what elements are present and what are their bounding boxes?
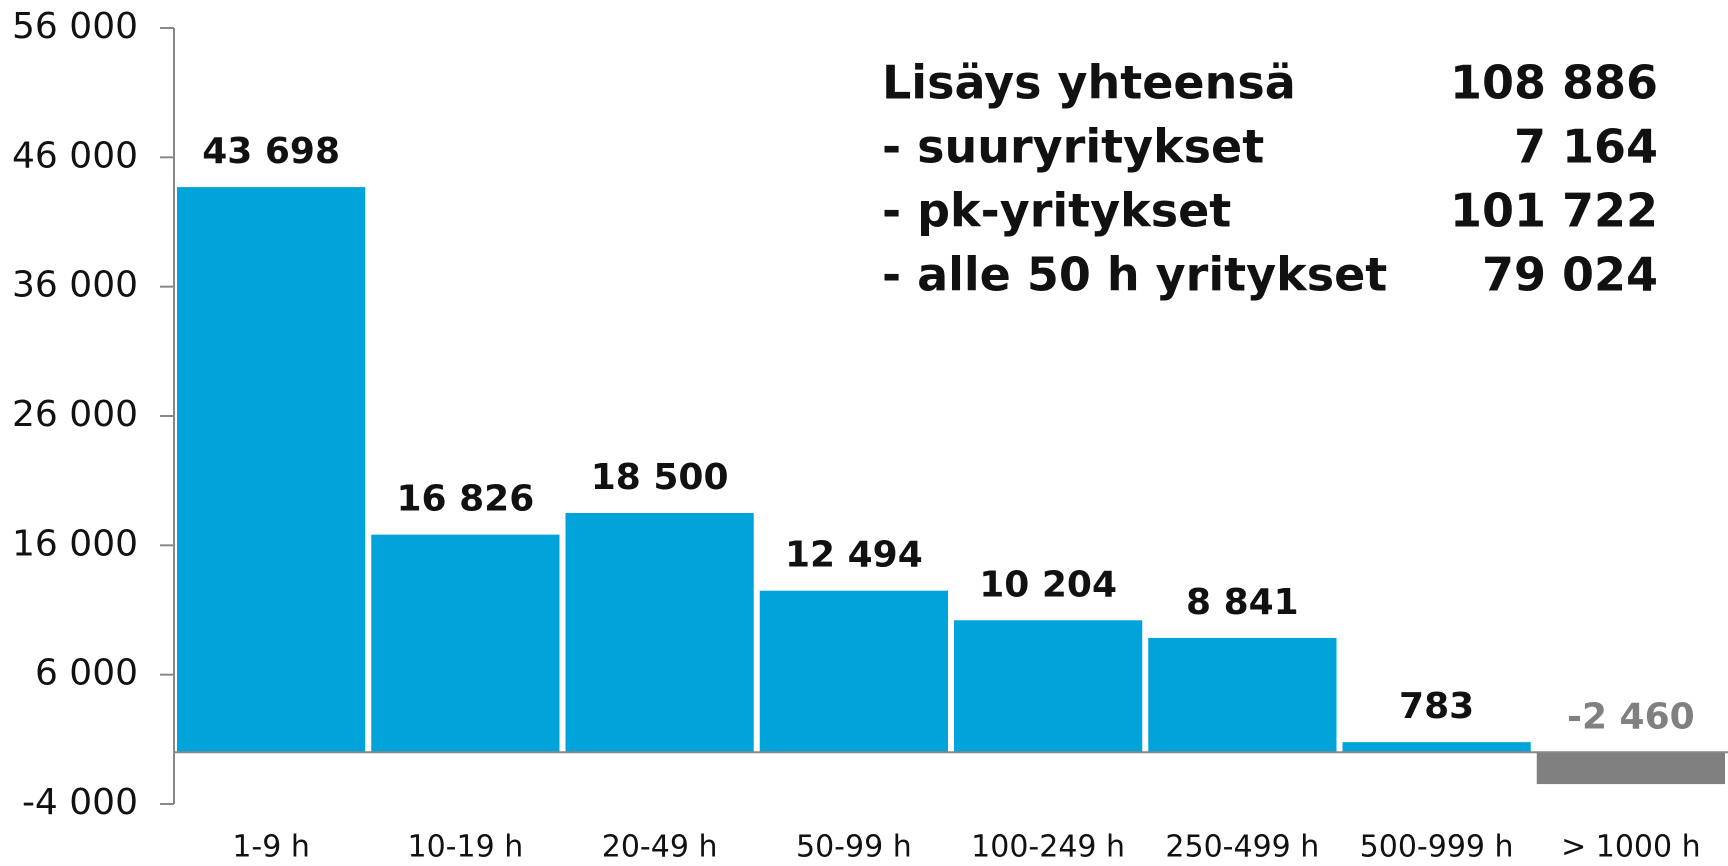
summary-value: 108 886 [1450, 56, 1658, 110]
bar [1148, 637, 1337, 753]
y-tick-label: 26 000 [12, 394, 138, 435]
bar [371, 534, 560, 753]
summary-value: 7 164 [1514, 120, 1658, 174]
y-tick-label: -4 000 [22, 782, 138, 823]
value-label: 43 698 [202, 131, 340, 172]
value-label: -2 460 [1567, 696, 1695, 737]
bar [565, 513, 754, 753]
y-tick-label: 16 000 [12, 523, 138, 564]
bar [759, 590, 948, 753]
bar [954, 620, 1143, 753]
value-label: 783 [1399, 686, 1474, 727]
value-label: 10 204 [979, 564, 1117, 605]
value-label: 16 826 [396, 479, 534, 520]
value-label: 12 494 [785, 535, 923, 576]
x-tick-label: 1-9 h [232, 830, 310, 865]
x-tick-label: 10-19 h [408, 830, 524, 865]
summary-value: 79 024 [1482, 248, 1658, 302]
y-tick-label: 36 000 [12, 265, 138, 306]
summary-label: - pk-yritykset [882, 184, 1231, 238]
summary-label: Lisäys yhteensä [882, 56, 1296, 110]
y-tick-label: 56 000 [12, 6, 138, 47]
y-tick-label: 46 000 [12, 135, 138, 176]
bar [1342, 742, 1531, 753]
bar [177, 187, 366, 753]
x-tick-label: 100-249 h [971, 830, 1125, 865]
summary-label: - alle 50 h yritykset [882, 248, 1387, 302]
bar [1536, 752, 1725, 785]
summary-label: - suuryritykset [882, 120, 1264, 174]
x-tick-label: 50-99 h [796, 830, 912, 865]
summary-value: 101 722 [1450, 184, 1658, 238]
x-tick-label: 500-999 h [1360, 830, 1514, 865]
x-tick-label: 250-499 h [1165, 830, 1319, 865]
y-tick-label: 6 000 [35, 653, 138, 694]
x-tick-label: 20-49 h [602, 830, 718, 865]
value-label: 18 500 [591, 457, 729, 498]
value-label: 8 841 [1186, 582, 1299, 623]
x-tick-label: > 1000 h [1561, 830, 1701, 865]
